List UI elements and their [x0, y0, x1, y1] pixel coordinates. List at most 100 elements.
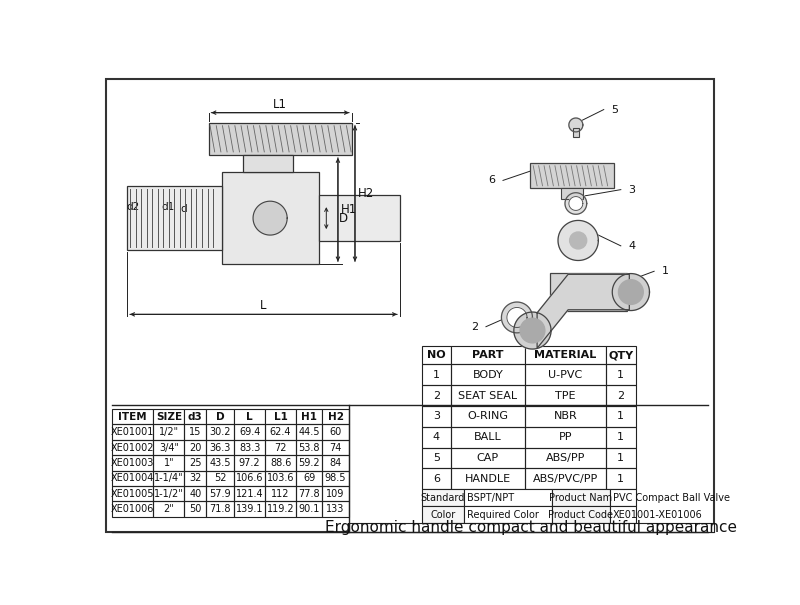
Bar: [265, 471, 296, 486]
Circle shape: [507, 307, 527, 327]
Bar: [206, 502, 234, 517]
Text: 98.5: 98.5: [325, 473, 346, 483]
Bar: [606, 346, 635, 364]
Bar: [185, 471, 206, 486]
Text: 2: 2: [433, 391, 440, 401]
Text: 20: 20: [189, 443, 202, 453]
Circle shape: [502, 302, 533, 333]
Bar: [550, 273, 627, 312]
Text: 133: 133: [326, 504, 345, 514]
Bar: [422, 448, 451, 468]
Bar: [610, 489, 635, 506]
Text: L: L: [246, 412, 253, 422]
Bar: [265, 425, 296, 440]
Bar: [185, 425, 206, 440]
Circle shape: [612, 273, 650, 310]
Text: 15: 15: [189, 427, 202, 437]
Circle shape: [569, 197, 583, 211]
Bar: [464, 489, 552, 506]
Text: XE01001-XE01006: XE01001-XE01006: [613, 509, 703, 520]
Bar: [154, 471, 185, 486]
Bar: [222, 172, 318, 264]
Text: L1: L1: [274, 412, 287, 422]
Bar: [209, 123, 352, 155]
Bar: [185, 486, 206, 502]
Text: 4: 4: [629, 241, 636, 251]
Bar: [296, 409, 322, 425]
Bar: [296, 425, 322, 440]
Text: 44.5: 44.5: [298, 427, 320, 437]
Bar: [206, 440, 234, 456]
Text: ITEM: ITEM: [118, 412, 147, 422]
Text: 1: 1: [433, 370, 440, 380]
Text: BODY: BODY: [473, 370, 503, 380]
Text: 77.8: 77.8: [298, 489, 320, 499]
Bar: [112, 440, 154, 456]
Bar: [451, 346, 525, 364]
Text: BSPT/NPT: BSPT/NPT: [467, 492, 514, 503]
Bar: [185, 409, 206, 425]
Bar: [234, 502, 265, 517]
Bar: [525, 427, 606, 448]
Text: Product Nam: Product Nam: [550, 492, 613, 503]
Text: 50: 50: [189, 504, 202, 514]
Text: 59.2: 59.2: [298, 458, 320, 468]
Bar: [422, 506, 464, 523]
Bar: [265, 409, 296, 425]
Text: 62.4: 62.4: [270, 427, 291, 437]
Text: 103.6: 103.6: [267, 473, 294, 483]
Text: L1: L1: [273, 99, 287, 111]
Text: d1: d1: [162, 201, 175, 212]
Text: Product Code: Product Code: [548, 509, 614, 520]
Text: 6: 6: [488, 175, 495, 185]
Bar: [451, 427, 525, 448]
Bar: [206, 456, 234, 471]
Text: D: D: [216, 412, 225, 422]
Text: 90.1: 90.1: [298, 504, 320, 514]
Text: 109: 109: [326, 489, 345, 499]
Text: 84: 84: [330, 458, 342, 468]
Text: 5: 5: [433, 453, 440, 463]
Bar: [322, 409, 349, 425]
Bar: [318, 195, 400, 241]
Bar: [525, 385, 606, 406]
Text: 1-1/4": 1-1/4": [154, 473, 184, 483]
Text: TPE: TPE: [555, 391, 576, 401]
Bar: [422, 406, 451, 427]
Text: 112: 112: [271, 489, 290, 499]
Text: Color: Color: [430, 509, 455, 520]
Text: XE01003: XE01003: [111, 458, 154, 468]
Text: 1: 1: [618, 432, 624, 442]
Bar: [525, 406, 606, 427]
Text: 1-1/2": 1-1/2": [154, 489, 184, 499]
Text: 71.8: 71.8: [210, 504, 231, 514]
Bar: [154, 425, 185, 440]
Bar: [206, 471, 234, 486]
Bar: [234, 486, 265, 502]
Text: 1: 1: [618, 474, 624, 484]
Bar: [154, 456, 185, 471]
Bar: [265, 502, 296, 517]
Text: 1: 1: [618, 411, 624, 422]
Text: 2: 2: [618, 391, 624, 401]
Bar: [234, 425, 265, 440]
Text: 57.9: 57.9: [210, 489, 231, 499]
Text: 83.3: 83.3: [239, 443, 260, 453]
Text: 121.4: 121.4: [236, 489, 263, 499]
Bar: [561, 188, 583, 199]
Bar: [322, 486, 349, 502]
Text: 43.5: 43.5: [210, 458, 231, 468]
Bar: [322, 471, 349, 486]
Bar: [606, 448, 635, 468]
Bar: [525, 468, 606, 489]
Text: BALL: BALL: [474, 432, 502, 442]
Text: QTY: QTY: [608, 350, 634, 360]
Text: 119.2: 119.2: [266, 504, 294, 514]
Text: 88.6: 88.6: [270, 458, 291, 468]
Bar: [606, 364, 635, 385]
Bar: [422, 427, 451, 448]
Bar: [242, 155, 293, 172]
Bar: [112, 486, 154, 502]
Bar: [296, 486, 322, 502]
Text: XE01001: XE01001: [111, 427, 154, 437]
